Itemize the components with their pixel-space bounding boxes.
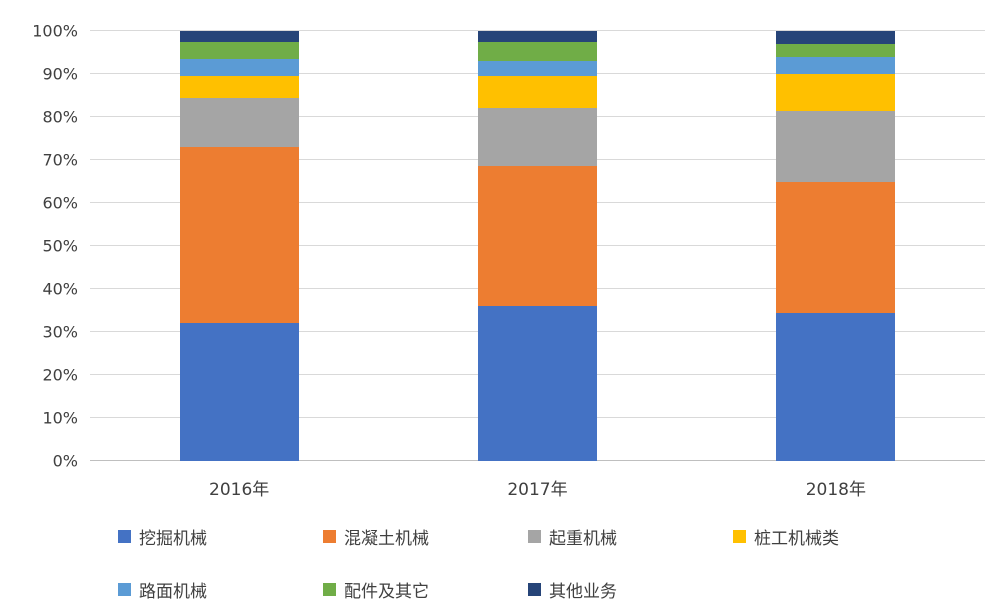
stacked-bar [477, 31, 597, 461]
legend-swatch [733, 530, 746, 543]
legend-swatch [528, 530, 541, 543]
legend-item: 起重机械 [528, 524, 733, 549]
stacked-bar [776, 31, 896, 461]
legend-swatch [118, 530, 131, 543]
bar-segment [477, 31, 597, 42]
stacked-bar [179, 31, 299, 461]
bar-segment [477, 108, 597, 167]
bar-segment [776, 110, 896, 182]
legend-item: 挖掘机械 [118, 524, 323, 549]
y-axis-tick: 70% [42, 150, 78, 170]
y-axis: 0% 10% 20% 30% 40% 50% 60% 70% 80% 90% 100% [0, 22, 78, 471]
bar-segment [477, 166, 597, 307]
bar-segment [776, 74, 896, 111]
y-axis-tick: 60% [42, 193, 78, 213]
bar-segment [477, 61, 597, 77]
bar-slot [90, 31, 388, 461]
bar-segment [477, 76, 597, 109]
legend: 挖掘机械 混凝土机械 起重机械 桩工机械类路面机械 配件及其它 其他业务 [118, 524, 938, 602]
bar-segment [179, 76, 299, 98]
y-axis-tick: 20% [42, 365, 78, 385]
gridline [90, 30, 985, 31]
bar-segment [179, 147, 299, 324]
legend-item: 桩工机械类 [733, 524, 938, 549]
legend-label: 路面机械 [139, 582, 207, 602]
legend-item: 其他业务 [528, 577, 733, 602]
y-axis-tick: 40% [42, 279, 78, 299]
plot-area [90, 30, 985, 461]
legend-swatch [323, 530, 336, 543]
bar-segment [477, 306, 597, 461]
y-axis-tick: 0% [52, 451, 78, 471]
x-axis-label: 2017年 [507, 480, 568, 500]
legend-item: 混凝土机械 [323, 524, 528, 549]
bar-segment [776, 56, 896, 75]
legend-label: 起重机械 [549, 529, 617, 549]
legend-item: 配件及其它 [323, 577, 528, 602]
y-axis-tick: 30% [42, 322, 78, 342]
legend-label: 挖掘机械 [139, 529, 207, 549]
bars [90, 31, 985, 461]
legend-label: 混凝土机械 [344, 529, 429, 549]
legend-item: 路面机械 [118, 577, 323, 602]
legend-swatch [323, 583, 336, 596]
y-axis-tick: 50% [42, 236, 78, 256]
legend-label: 桩工机械类 [754, 529, 839, 549]
legend-swatch [118, 583, 131, 596]
bar-segment [776, 43, 896, 57]
bar-segment [179, 97, 299, 148]
bar-segment [179, 58, 299, 77]
bar-slot [388, 31, 686, 461]
y-axis-tick: 100% [32, 21, 78, 41]
legend-label: 配件及其它 [344, 582, 429, 602]
x-axis-label: 2018年 [805, 480, 866, 500]
legend-label: 其他业务 [549, 582, 617, 602]
bar-segment [179, 41, 299, 59]
bar-segment [179, 31, 299, 42]
bar-segment [477, 41, 597, 62]
bar-segment [776, 181, 896, 313]
bar-segment [776, 31, 896, 44]
x-axis: 2016年 2017年 2018年 [90, 475, 985, 500]
y-axis-tick: 80% [42, 107, 78, 127]
y-axis-tick: 10% [42, 408, 78, 428]
bar-segment [776, 312, 896, 461]
x-axis-label: 2016年 [209, 480, 270, 500]
legend-swatch [528, 583, 541, 596]
y-axis-tick: 90% [42, 64, 78, 84]
bar-segment [179, 323, 299, 461]
bar-slot [687, 31, 985, 461]
